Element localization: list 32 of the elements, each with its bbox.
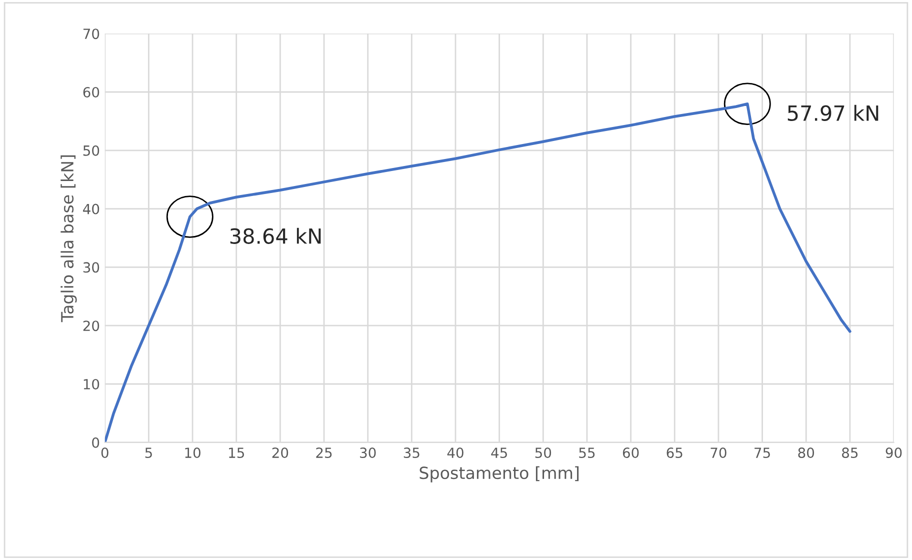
x-axis-title: Spostamento [mm] [420, 466, 579, 482]
y-tick-label: 40 [83, 204, 100, 214]
x-tick-label: 40 [447, 448, 464, 458]
x-tick-label: 10 [185, 448, 200, 458]
x-tick-label: 65 [666, 448, 682, 458]
x-tick-label: 85 [842, 448, 858, 458]
y-tick-label: 0 [92, 437, 100, 448]
x-tick-label: 25 [316, 448, 332, 458]
y-tick-label: 10 [84, 378, 100, 390]
y-tick-label: 20 [83, 320, 100, 332]
line-series [104, 102, 852, 442]
x-tick-label: 35 [404, 448, 420, 458]
x-tick-label: 5 [145, 448, 152, 458]
x-tick-label: 70 [710, 448, 726, 458]
x-tick-label: 75 [754, 448, 770, 458]
y-tick-label: 60 [83, 86, 100, 98]
annotation: 57.97 kN [788, 104, 878, 122]
x-tick-label: 45 [491, 448, 507, 458]
annotation: 38.64 kN [230, 228, 321, 244]
x-tick-label: 55 [579, 448, 595, 458]
y-axis-title: Taglio alla base [kN] [60, 155, 77, 322]
y-tick-label: 30 [83, 262, 100, 273]
x-tick-label: 0 [101, 448, 108, 458]
x-tick-label: 15 [229, 448, 244, 458]
y-tick-label: 50 [83, 145, 100, 156]
x-tick-label: 30 [360, 448, 376, 458]
x-tick-label: 90 [886, 448, 902, 458]
x-tick-label: 50 [535, 448, 552, 458]
y-tick-label: 70 [83, 28, 100, 40]
x-tick-label: 20 [272, 448, 288, 458]
x-tick-label: 60 [622, 448, 639, 458]
x-tick-label: 80 [798, 448, 814, 458]
